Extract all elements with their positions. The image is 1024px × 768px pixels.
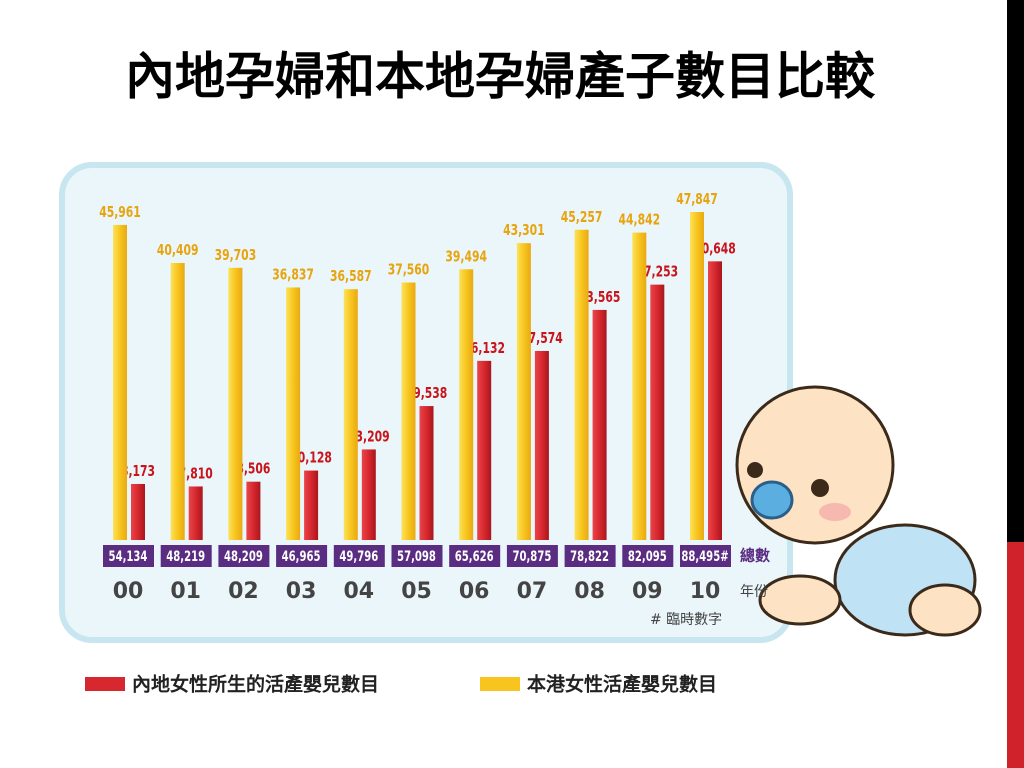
- bar: [534, 350, 549, 540]
- bar: [131, 483, 145, 540]
- value-label: 40,648: [694, 241, 736, 258]
- value-label: 10,128: [290, 450, 332, 467]
- x-axis-label: 年份: [740, 584, 768, 600]
- total-box: [564, 545, 616, 567]
- bar: [246, 481, 261, 540]
- baby: [735, 385, 982, 637]
- x-tick-label: 06: [459, 579, 490, 604]
- value-label: 45,961: [99, 204, 141, 221]
- total-box: [449, 545, 501, 567]
- legend-swatch: [480, 677, 520, 691]
- total-box: [218, 545, 270, 567]
- x-tick-label: 03: [286, 579, 317, 604]
- value-label: 8,506: [236, 461, 270, 478]
- value-label: 45,257: [561, 209, 603, 226]
- bar: [459, 269, 474, 540]
- bar: [228, 267, 243, 540]
- value-label: 39,703: [215, 247, 257, 264]
- bar: [632, 232, 647, 540]
- x-tick-label: 05: [401, 579, 432, 604]
- x-tick-label: 09: [632, 579, 663, 604]
- bar: [361, 449, 376, 540]
- total-label: 78,822: [570, 548, 609, 564]
- bar: [516, 243, 531, 540]
- total-box: [160, 545, 212, 567]
- bar: [419, 406, 434, 540]
- bar: [401, 282, 416, 540]
- value-label: 8,173: [121, 463, 155, 480]
- x-tick-label: 02: [228, 579, 259, 604]
- total-box: [680, 545, 731, 567]
- side-bar: [1007, 0, 1024, 542]
- total-label: 65,626: [455, 548, 494, 564]
- bar: [304, 470, 319, 540]
- total-label: 48,209: [224, 548, 263, 564]
- x-tick-label: 10: [690, 579, 721, 604]
- total-label: 70,875: [512, 548, 551, 564]
- value-label: 37,560: [388, 262, 430, 279]
- value-label: 37,253: [636, 264, 678, 281]
- x-tick-label: 07: [517, 579, 548, 604]
- total-label: 82,095: [628, 548, 667, 564]
- total-box: [276, 545, 328, 567]
- legend-label: 內地女性所生的活產嬰兒數目: [132, 673, 379, 696]
- bar: [574, 229, 589, 540]
- value-label: 7,810: [179, 466, 213, 483]
- bar: [188, 486, 203, 540]
- total-label: 46,965: [282, 548, 321, 564]
- value-label: 44,842: [618, 212, 660, 229]
- bar: [170, 262, 185, 540]
- total-box: [103, 545, 154, 567]
- total-box: [622, 545, 674, 567]
- x-tick-label: 04: [343, 579, 374, 604]
- legend-label: 本港女性活產嬰兒數目: [527, 673, 717, 696]
- bar: [708, 261, 722, 540]
- totals-label: 總數: [740, 547, 770, 565]
- bar: [592, 309, 607, 540]
- total-label: 54,134: [109, 548, 148, 564]
- x-tick-label: 00: [113, 579, 144, 604]
- value-label: 19,538: [406, 385, 448, 402]
- total-box: [391, 545, 443, 567]
- x-tick-label: 01: [170, 579, 201, 604]
- bar: [286, 287, 301, 540]
- value-label: 13,209: [348, 429, 390, 446]
- value-label: 40,409: [157, 242, 199, 259]
- total-box: [506, 545, 558, 567]
- total-box: [333, 545, 385, 567]
- value-label: 36,587: [330, 269, 372, 286]
- total-label: 49,796: [339, 548, 378, 564]
- note: # 臨時數字: [650, 612, 722, 628]
- value-label: 47,847: [676, 191, 718, 208]
- total-label: 48,219: [166, 548, 205, 564]
- bar: [477, 360, 492, 540]
- value-label: 36,837: [272, 267, 314, 284]
- slide-title: 內地孕婦和本地孕婦產子數目比較: [125, 48, 876, 106]
- total-label: 57,098: [397, 548, 436, 564]
- bar: [113, 224, 127, 540]
- value-label: 39,494: [445, 249, 487, 266]
- value-label: 27,574: [521, 330, 563, 347]
- bar: [690, 212, 704, 540]
- total-label: 88,495#: [681, 548, 728, 564]
- legend-swatch: [85, 677, 125, 691]
- x-tick-label: 08: [574, 579, 605, 604]
- value-label: 26,132: [463, 340, 505, 357]
- bar: [650, 284, 665, 540]
- value-label: 43,301: [503, 223, 545, 240]
- value-label: 33,565: [579, 289, 621, 306]
- bar: [343, 289, 358, 540]
- side-bar-accent: [1007, 542, 1024, 768]
